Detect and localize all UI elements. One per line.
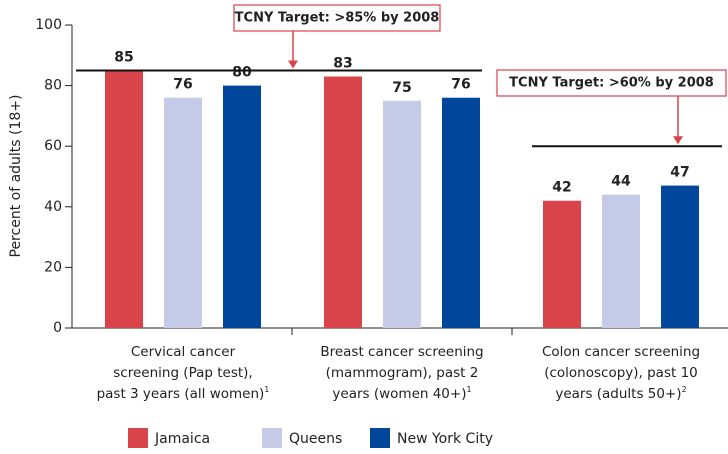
- value-label: 76: [451, 77, 470, 93]
- bar: [383, 100, 421, 328]
- target-label: TCNY Target: >60% by 2008: [509, 76, 714, 91]
- value-label: 76: [173, 77, 192, 93]
- x-tick-label: Breast cancer screening: [320, 344, 483, 360]
- value-label: 42: [552, 180, 571, 196]
- legend-swatch: [128, 428, 148, 448]
- x-tick-label: years (women 40+)1: [332, 385, 471, 403]
- bar: [105, 70, 143, 328]
- footnote-mark: 1: [264, 385, 269, 394]
- value-label: 85: [114, 49, 133, 65]
- target-arrowhead: [673, 136, 683, 145]
- x-tick-label: Cervical cancer: [131, 344, 236, 360]
- bar: [543, 200, 581, 328]
- value-label: 83: [333, 56, 352, 72]
- bar: [442, 97, 480, 328]
- target-arrowhead: [288, 60, 298, 69]
- bar: [602, 194, 640, 328]
- x-tick-label: (colonoscopy), past 10: [544, 365, 698, 381]
- x-tick-label: screening (Pap test),: [113, 365, 252, 381]
- legend-label: New York City: [397, 431, 493, 447]
- bar: [661, 185, 699, 328]
- target-box: [233, 4, 441, 32]
- legend-swatch: [370, 428, 390, 448]
- y-tick-label: 100: [35, 17, 62, 33]
- y-axis-label: Percent of adults (18+): [8, 94, 24, 257]
- footnote-mark: 1: [466, 385, 471, 394]
- legend-label: Jamaica: [154, 431, 210, 447]
- y-tick-label: 20: [44, 259, 62, 275]
- y-tick-label: 80: [44, 78, 62, 94]
- x-tick-label: (mammogram), past 2: [326, 365, 479, 381]
- y-tick-label: 0: [53, 320, 62, 336]
- bar: [324, 76, 362, 328]
- target-label: TCNY Target: >85% by 2008: [235, 11, 440, 26]
- footnote-mark: 2: [682, 385, 687, 394]
- bar: [164, 97, 202, 328]
- value-label: 75: [392, 80, 411, 96]
- legend-swatch: [262, 428, 282, 448]
- target-box: [496, 69, 727, 97]
- x-tick-label: Colon cancer screening: [542, 344, 700, 360]
- bar: [223, 85, 261, 328]
- x-tick-label: years (adults 50+)2: [555, 385, 686, 403]
- value-label: 44: [611, 174, 631, 190]
- x-tick-label: past 3 years (all women)1: [97, 385, 270, 403]
- y-tick-label: 40: [44, 199, 62, 215]
- value-label: 47: [670, 165, 689, 181]
- legend-label: Queens: [289, 431, 342, 447]
- y-tick-label: 60: [44, 138, 62, 154]
- value-label: 80: [232, 65, 252, 81]
